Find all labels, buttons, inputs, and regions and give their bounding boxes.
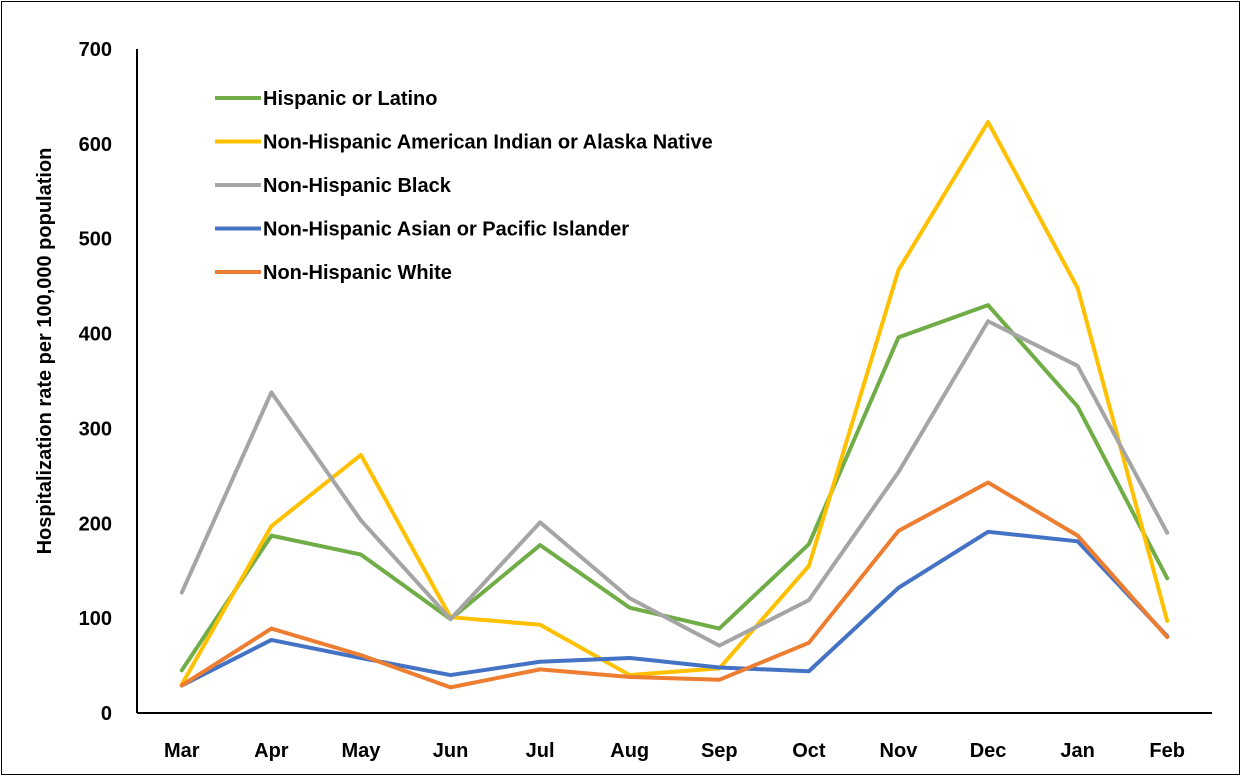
- series-line: [179, 319, 1170, 648]
- y-tick-label: 300: [79, 418, 112, 440]
- series-line: [179, 529, 1170, 688]
- y-tick-label: 100: [79, 608, 112, 630]
- x-tick-label: Jul: [526, 740, 555, 762]
- x-tick-label: May: [342, 740, 382, 762]
- legend-label: Non-Hispanic American Indian or Alaska N…: [263, 132, 713, 154]
- x-tick-label: Mar: [164, 740, 200, 762]
- axes: [136, 49, 1212, 714]
- y-tick-label: 0: [101, 703, 112, 725]
- y-tick-label: 500: [79, 229, 112, 251]
- y-axis-label: Hospitalization rate per 100,000 populat…: [34, 148, 56, 555]
- y-tick-labels: 0 100 200 300 400 500 600 700: [79, 39, 112, 725]
- x-tick-label: Aug: [610, 740, 649, 762]
- legend: Hispanic or Latino Non-Hispanic American …: [215, 88, 713, 284]
- legend-label: Hispanic or Latino: [263, 88, 437, 110]
- y-axis-label-group: Hospitalization rate per 100,000 populat…: [34, 148, 56, 555]
- y-tick-label: 400: [79, 324, 112, 346]
- x-tick-label: Sep: [701, 740, 738, 762]
- x-tick-label: Jan: [1060, 740, 1094, 762]
- series-line: [179, 480, 1170, 690]
- y-tick-label: 600: [79, 134, 112, 156]
- series-line: [179, 303, 1170, 673]
- x-tick-label: Feb: [1149, 740, 1185, 762]
- legend-label: Non-Hispanic White: [263, 262, 452, 284]
- series-lines: [179, 120, 1170, 690]
- legend-label: Non-Hispanic Black: [263, 175, 452, 197]
- legend-label: Non-Hispanic Asian or Pacific Islander: [263, 219, 629, 241]
- series-line: [179, 120, 1170, 687]
- x-tick-label: Oct: [792, 740, 826, 762]
- y-tick-label: 700: [79, 39, 112, 61]
- x-tick-labels: Mar Apr May Jun Jul Aug Sep Oct Nov Dec Jan Feb: [164, 740, 1185, 762]
- y-tick-label: 200: [79, 513, 112, 535]
- x-tick-label: Dec: [970, 740, 1007, 762]
- x-tick-label: Apr: [254, 740, 289, 762]
- x-tick-label: Nov: [880, 740, 919, 762]
- x-tick-label: Jun: [433, 740, 469, 762]
